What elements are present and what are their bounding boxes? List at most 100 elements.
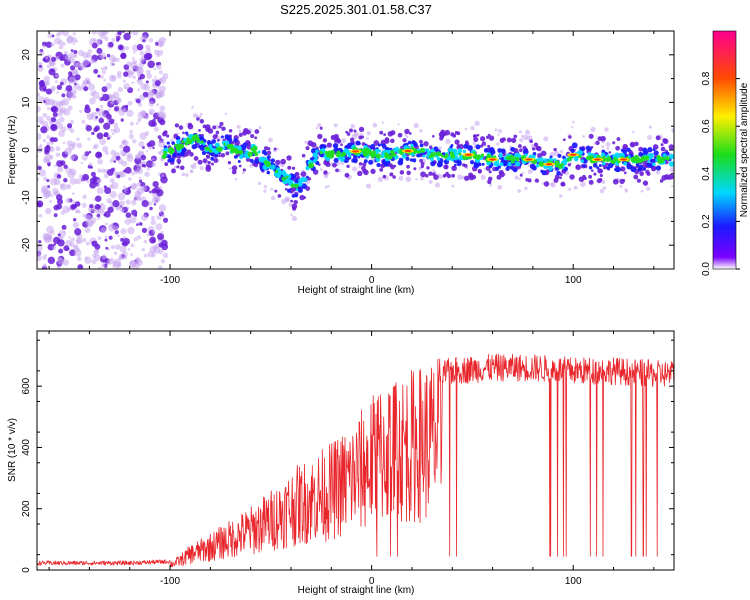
spectrogram-ridge-dot bbox=[452, 166, 456, 169]
spectrogram-ridge-dot bbox=[506, 137, 512, 143]
spectrogram-ridge-dot bbox=[473, 136, 479, 142]
spectrogram-noise-dot bbox=[76, 237, 83, 245]
spectrogram-ridge-dot bbox=[366, 148, 372, 155]
spectrogram-ridge-dot bbox=[287, 165, 292, 170]
spectrogram-ridge-dot bbox=[651, 158, 656, 164]
spectrogram-noise-dot bbox=[70, 237, 75, 242]
spectrogram-ridge-dot bbox=[383, 161, 389, 167]
spectrogram-ridge-dot bbox=[284, 187, 288, 191]
spectrogram-ridge-dot bbox=[384, 151, 388, 155]
spectrogram-noise-dot bbox=[129, 121, 134, 126]
spectrogram-ridge-dot bbox=[270, 158, 276, 163]
spectrogram-noise-dot bbox=[143, 53, 152, 61]
spectrogram-noise-dot bbox=[37, 200, 44, 208]
spectrogram-faint-dot bbox=[397, 123, 400, 126]
spectrogram-noise-dot bbox=[49, 60, 56, 67]
spectrogram-noise-dot bbox=[116, 174, 121, 179]
spectrogram-ridge-dot bbox=[187, 123, 194, 130]
spectrogram-faint-dot bbox=[519, 138, 524, 143]
spectrogram-noise-dot bbox=[110, 167, 115, 172]
spectrogram-ridge-dot bbox=[171, 141, 175, 145]
spectrogram-ridge-dot bbox=[411, 141, 415, 145]
spectrogram-noise-dot bbox=[104, 36, 109, 42]
spectrogram-ridge-dot bbox=[294, 179, 299, 184]
spectrogram-ridge-dot bbox=[161, 154, 167, 160]
spectrogram-ridge-dot bbox=[543, 181, 550, 187]
spectrogram-ridge-dot bbox=[191, 144, 197, 150]
snr-x-axis-title: Height of straight line (km) bbox=[298, 585, 415, 596]
spectrogram-noise-dot bbox=[76, 142, 83, 149]
spectrogram-ridge-dot bbox=[182, 131, 185, 135]
spectrogram-noise-dot bbox=[101, 263, 106, 268]
spectrogram-ridge-dot bbox=[333, 133, 339, 140]
spectrogram-noise-dot bbox=[113, 122, 119, 128]
spectrogram-noise-dot bbox=[138, 176, 142, 180]
spectrogram-noise-dot bbox=[129, 129, 133, 134]
spectrogram-noise-dot bbox=[46, 115, 52, 122]
spectrogram-ridge-dot bbox=[387, 154, 393, 160]
spectrogram-noise-dot bbox=[51, 105, 59, 113]
spectrogram-noise-dot bbox=[77, 256, 82, 262]
spectrogram-noise-dot bbox=[120, 118, 124, 122]
spectrogram-faint-dot bbox=[199, 166, 204, 171]
spectrogram-noise-dot bbox=[112, 264, 116, 268]
spectrogram-noise-dot bbox=[119, 45, 124, 50]
spectrogram-noise-dot bbox=[88, 97, 96, 105]
spectrogram-noise-dot bbox=[152, 245, 158, 251]
spectrogram-ridge-dot bbox=[236, 149, 240, 153]
spectrogram-ridge-dot bbox=[169, 151, 174, 155]
spectrogram-ridge-dot bbox=[257, 150, 261, 154]
spectrogram-ridge-dot bbox=[387, 131, 394, 137]
spectrogram-ridge-dot bbox=[295, 188, 299, 191]
spectrogram-faint-dot bbox=[288, 202, 293, 207]
spectrogram-ridge-dot bbox=[430, 160, 436, 167]
spectrogram-noise-dot bbox=[158, 248, 164, 255]
spectrogram-noise-dot bbox=[73, 62, 78, 68]
spectrogram-faint-dot bbox=[337, 168, 342, 173]
spectrogram-ridge-dot bbox=[443, 164, 449, 170]
spectrogram-ridge-dot bbox=[231, 165, 238, 171]
spectrogram-noise-dot bbox=[69, 249, 76, 257]
spectrogram-faint-dot bbox=[671, 185, 674, 188]
spectrogram-ridge-dot bbox=[217, 146, 222, 152]
spectrogram-noise-dot bbox=[96, 213, 101, 218]
spectrogram-noise-dot bbox=[98, 203, 106, 212]
spectrogram-ridge-dot bbox=[638, 151, 643, 157]
spectrogram-faint-dot bbox=[671, 127, 674, 133]
snr-x-tick-label: -100 bbox=[160, 576, 180, 587]
spectrogram-ridge-dot bbox=[610, 159, 616, 165]
spectrogram-ridge-dot bbox=[578, 176, 585, 182]
spectrogram-noise-dot bbox=[141, 214, 148, 221]
spectrogram-ridge-dot bbox=[426, 166, 430, 170]
spectrogram-noise-dot bbox=[76, 137, 80, 141]
spectrogram-ridge-dot bbox=[202, 124, 207, 129]
spectrogram-noise-dot bbox=[65, 197, 71, 204]
spectrogram-ridge-dot bbox=[247, 151, 253, 157]
spectrogram-ridge-dot bbox=[310, 147, 317, 154]
spectrogram-faint-dot bbox=[464, 127, 468, 131]
spectrogram-noise-dot bbox=[98, 96, 102, 100]
spectrogram-ridge-dot bbox=[635, 162, 640, 167]
spectrogram-faint-dot bbox=[319, 168, 323, 171]
spectrogram-faint-dot bbox=[497, 184, 503, 190]
spectrogram-ridge-dot bbox=[477, 162, 482, 167]
spectrogram-noise-dot bbox=[148, 119, 156, 127]
spectrogram-ridge-dot bbox=[457, 148, 463, 154]
spectrogram-noise-dot bbox=[62, 141, 66, 145]
spectrogram-noise-dot bbox=[37, 105, 41, 113]
spectrogram-noise-dot bbox=[148, 51, 152, 55]
spectrogram-ridge-dot bbox=[340, 153, 344, 158]
spectrogram-x-axis-title: Height of straight line (km) bbox=[298, 285, 415, 296]
spectrogram-noise-dot bbox=[115, 244, 121, 250]
spectrogram-noise-dot bbox=[107, 258, 114, 265]
spectrogram-ridge-dot bbox=[626, 163, 633, 170]
spectrogram-noise-dot bbox=[59, 81, 64, 86]
spectrogram-ridge-dot bbox=[525, 178, 529, 182]
spectrogram-faint-dot bbox=[640, 189, 644, 193]
spectrogram-noise-dot bbox=[149, 236, 157, 244]
spectrogram-noise-dot bbox=[38, 96, 45, 102]
spectrogram-noise-dot bbox=[140, 35, 148, 43]
spectrogram-ridge-dot bbox=[353, 129, 357, 133]
spectrogram-noise-dot bbox=[40, 126, 48, 134]
